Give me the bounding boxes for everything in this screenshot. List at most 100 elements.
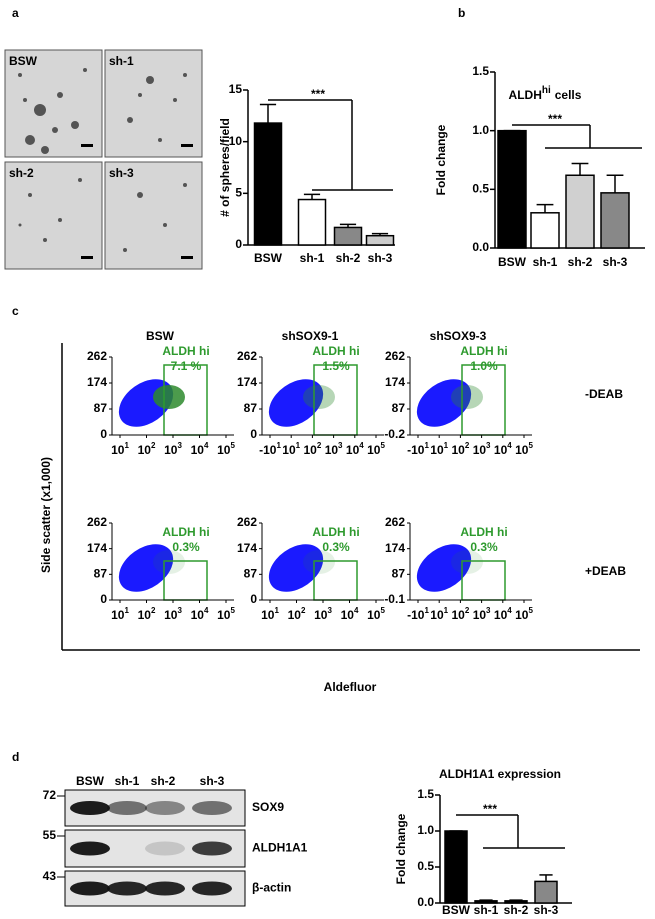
sphere bbox=[23, 98, 27, 102]
sphere bbox=[57, 92, 63, 98]
sphere bbox=[43, 238, 47, 242]
y-tick-label: 0.0 bbox=[417, 895, 434, 909]
panel-label: d bbox=[12, 750, 19, 764]
tick-exp: 1 bbox=[276, 441, 281, 450]
y-tick-label: 87 bbox=[392, 401, 406, 415]
bar bbox=[365, 234, 395, 246]
lane-label: BSW bbox=[76, 774, 105, 788]
gate-label: ALDH hi bbox=[162, 525, 209, 539]
sphere bbox=[158, 138, 162, 142]
tick-exp: 3 bbox=[486, 606, 491, 615]
tick-base: 10 bbox=[494, 443, 508, 457]
tick-base: 10 bbox=[367, 608, 381, 622]
x-tick-label: 103 bbox=[164, 441, 182, 457]
sphere bbox=[71, 121, 79, 129]
gate-label: ALDH hi bbox=[312, 344, 359, 358]
event-cloud bbox=[268, 379, 324, 427]
title-sup: hi bbox=[542, 85, 551, 96]
tick-base: 10 bbox=[138, 443, 152, 457]
bar bbox=[253, 122, 283, 246]
x-tick-label: 102 bbox=[451, 441, 469, 457]
y-tick-label: 0.0 bbox=[472, 240, 489, 254]
x-tick-label: 104 bbox=[346, 441, 364, 457]
y-tick-label: 174 bbox=[237, 541, 257, 555]
tick-exp: 2 bbox=[151, 606, 156, 615]
x-tick-label: 102 bbox=[451, 606, 469, 622]
sphere bbox=[173, 98, 177, 102]
lane-label: sh-1 bbox=[115, 774, 140, 788]
event-cloud bbox=[416, 379, 472, 427]
sphere bbox=[146, 76, 154, 84]
x-tick-label: 103 bbox=[314, 606, 332, 622]
tick-base: 10 bbox=[111, 608, 125, 622]
y-tick-label: 5 bbox=[235, 186, 242, 200]
bar bbox=[534, 880, 558, 904]
x-tick-label: sh-2 bbox=[336, 251, 361, 265]
gate-percent: 0.3% bbox=[172, 540, 200, 554]
event-cloud bbox=[416, 544, 472, 592]
x-tick-label: 105 bbox=[217, 606, 235, 622]
tick-exp: 3 bbox=[486, 441, 491, 450]
x-axis-label: Aldefluor bbox=[324, 680, 377, 694]
sphere bbox=[25, 135, 35, 145]
x-tick-label: 104 bbox=[341, 606, 359, 622]
significance: *** bbox=[311, 87, 325, 101]
sphere bbox=[138, 93, 142, 97]
sphere bbox=[52, 127, 58, 133]
tick-exp: 5 bbox=[230, 606, 235, 615]
tick-exp: 4 bbox=[204, 606, 209, 615]
tick-exp: 1 bbox=[124, 441, 129, 450]
tick-exp: 5 bbox=[380, 606, 385, 615]
y-tick-label: 262 bbox=[237, 515, 257, 529]
x-tick-label: sh-3 bbox=[603, 255, 628, 269]
y-tick-label: 87 bbox=[94, 567, 108, 581]
x-tick-label: -101 bbox=[407, 441, 429, 457]
mw-marker: 43 bbox=[43, 869, 57, 883]
title-main: ALDH bbox=[509, 88, 542, 102]
tick-exp: 4 bbox=[507, 606, 512, 615]
tick-base: 10 bbox=[111, 443, 125, 457]
event-cloud-edge bbox=[303, 550, 335, 574]
tick-exp: 5 bbox=[230, 441, 235, 450]
y-tick-label: 0 bbox=[100, 427, 107, 441]
tick-exp: 3 bbox=[177, 441, 182, 450]
tick-base: -10 bbox=[407, 443, 425, 457]
tick-exp: 1 bbox=[124, 606, 129, 615]
y-axis-label: Fold change bbox=[394, 813, 408, 884]
blot-band bbox=[107, 801, 147, 815]
blot-band bbox=[70, 881, 110, 896]
y-tick-label: 15 bbox=[229, 82, 243, 96]
scale-bar bbox=[181, 256, 193, 259]
gate-percent: 0.3% bbox=[470, 540, 498, 554]
y-tick-label: 0.5 bbox=[417, 859, 434, 873]
x-tick-label: sh-1 bbox=[474, 903, 499, 917]
sphere bbox=[78, 178, 82, 182]
sphere bbox=[34, 104, 46, 116]
tick-base: 10 bbox=[314, 608, 328, 622]
lane-label: sh-2 bbox=[151, 774, 176, 788]
x-tick-label: 101 bbox=[261, 606, 279, 622]
blot-band bbox=[107, 881, 147, 896]
tick-base: 10 bbox=[325, 443, 339, 457]
bar bbox=[444, 830, 468, 904]
y-tick-label: 174 bbox=[385, 541, 405, 555]
bar bbox=[497, 129, 527, 249]
y-tick-label: 87 bbox=[94, 401, 108, 415]
tick-exp: 3 bbox=[177, 606, 182, 615]
chart-title: ALDHhi cells bbox=[509, 85, 582, 103]
x-tick-label: 102 bbox=[138, 441, 156, 457]
bar bbox=[474, 900, 498, 904]
y-tick-label: 262 bbox=[87, 515, 107, 529]
x-tick-label: 105 bbox=[367, 606, 385, 622]
bar bbox=[530, 212, 560, 249]
y-tick-label: 174 bbox=[87, 375, 107, 389]
y-tick-label: 10 bbox=[229, 134, 243, 148]
tick-base: 10 bbox=[191, 443, 205, 457]
sphere bbox=[183, 183, 187, 187]
y-tick-label: 1.0 bbox=[417, 823, 434, 837]
tick-base: -10 bbox=[259, 443, 277, 457]
x-tick-label: sh-3 bbox=[368, 251, 393, 265]
image-label: sh-2 bbox=[9, 166, 34, 180]
x-tick-label: 105 bbox=[515, 441, 533, 457]
scale-bar bbox=[81, 256, 93, 259]
